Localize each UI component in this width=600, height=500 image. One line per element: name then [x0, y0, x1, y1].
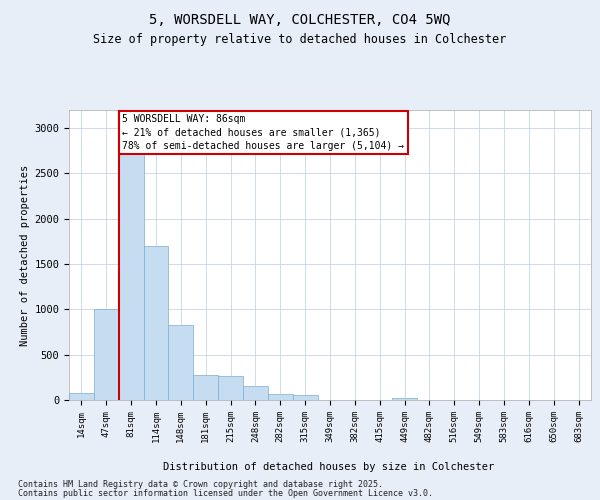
Bar [193, 374, 218, 400]
Text: Size of property relative to detached houses in Colchester: Size of property relative to detached ho… [94, 32, 506, 46]
Bar [218, 376, 243, 400]
Bar [293, 395, 317, 400]
Bar [69, 393, 94, 400]
Bar [243, 386, 268, 400]
Text: Contains HM Land Registry data © Crown copyright and database right 2025.: Contains HM Land Registry data © Crown c… [18, 480, 383, 489]
Bar [268, 394, 293, 400]
Bar [94, 310, 119, 400]
Bar [143, 246, 169, 400]
Bar [169, 325, 193, 400]
Y-axis label: Number of detached properties: Number of detached properties [20, 164, 30, 346]
Text: Contains public sector information licensed under the Open Government Licence v3: Contains public sector information licen… [18, 489, 433, 498]
Text: Distribution of detached houses by size in Colchester: Distribution of detached houses by size … [163, 462, 494, 472]
Text: 5 WORSDELL WAY: 86sqm
← 21% of detached houses are smaller (1,365)
78% of semi-d: 5 WORSDELL WAY: 86sqm ← 21% of detached … [122, 114, 404, 151]
Text: 5, WORSDELL WAY, COLCHESTER, CO4 5WQ: 5, WORSDELL WAY, COLCHESTER, CO4 5WQ [149, 12, 451, 26]
Bar [392, 398, 417, 400]
Bar [119, 128, 143, 400]
